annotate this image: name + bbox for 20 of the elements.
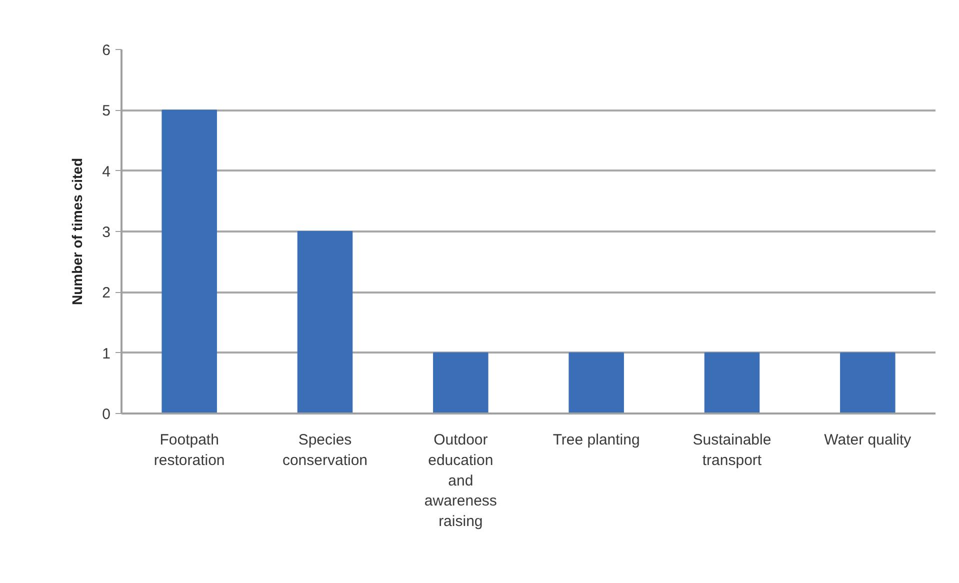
bar	[840, 352, 896, 414]
y-tick-label: 5	[102, 102, 110, 120]
x-tick-label: Sustainable transport	[692, 432, 772, 469]
y-tick-label: 2	[102, 284, 110, 302]
bar	[162, 110, 217, 414]
x-tick-label: Outdoor education and awareness raising	[424, 432, 497, 530]
x-tick-label: Species conservation	[282, 432, 368, 469]
x-tick-label: Water quality	[824, 432, 912, 448]
y-tick-label: 1	[102, 345, 110, 362]
y-tick-label: 6	[102, 42, 110, 59]
bar	[704, 352, 760, 414]
y-tick-label: 0	[102, 406, 110, 423]
x-tick-label: Footpath restoration	[154, 432, 225, 469]
bar	[568, 352, 624, 414]
bar	[297, 231, 353, 414]
y-tick-label: 4	[102, 163, 110, 180]
bar	[433, 352, 488, 414]
y-tick-label: 3	[102, 224, 110, 241]
y-axis-title: Number of times cited	[69, 158, 86, 306]
x-tick-label: Tree planting	[552, 432, 640, 448]
